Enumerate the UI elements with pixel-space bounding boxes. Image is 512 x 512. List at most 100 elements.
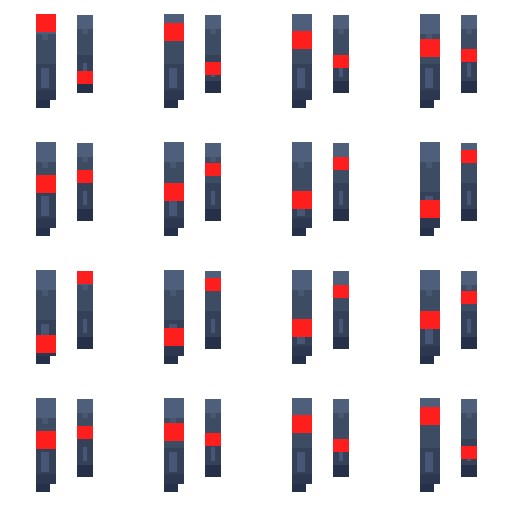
pillar-base bbox=[461, 337, 477, 349]
large-pillar-highlight bbox=[36, 14, 56, 32]
large-pillar-sprite bbox=[420, 398, 440, 492]
pillar-body-lower bbox=[36, 90, 56, 100]
small-pillar-highlight bbox=[333, 55, 349, 69]
pillar-notch bbox=[338, 29, 344, 34]
pillar-body-lower bbox=[36, 218, 56, 228]
pillar-cap bbox=[333, 399, 349, 413]
pillar-inner-detail bbox=[83, 447, 87, 461]
small-pillar-highlight bbox=[461, 445, 477, 459]
small-pillar-sprite bbox=[333, 399, 349, 477]
pillar-base bbox=[164, 356, 178, 364]
pillar-body-upper bbox=[164, 34, 184, 64]
large-pillar-sprite bbox=[36, 398, 56, 492]
large-pillar-highlight bbox=[420, 407, 440, 426]
pillar-body-upper bbox=[164, 290, 184, 320]
pillar-cap bbox=[333, 143, 349, 157]
pillar-inner-detail bbox=[169, 452, 177, 472]
pillar-cap bbox=[77, 399, 93, 413]
pillar-cap bbox=[164, 270, 184, 290]
pillar-cap bbox=[461, 15, 477, 29]
large-pillar-sprite bbox=[164, 142, 184, 236]
pillar-notch bbox=[170, 290, 176, 296]
large-pillar-sprite bbox=[164, 398, 184, 492]
small-pillar-highlight bbox=[77, 70, 93, 84]
large-pillar-highlight bbox=[292, 30, 312, 49]
pillar-notch bbox=[426, 290, 432, 296]
sprite-frame bbox=[128, 384, 256, 512]
small-pillar-sprite bbox=[461, 271, 477, 349]
pillar-body-upper bbox=[77, 285, 93, 311]
pillar-body-upper bbox=[36, 290, 56, 320]
sprite-frame bbox=[384, 384, 512, 512]
sprite-frame bbox=[0, 128, 128, 256]
large-pillar-highlight bbox=[420, 39, 440, 58]
pillar-notch bbox=[426, 34, 432, 40]
pillar-inner-detail bbox=[41, 452, 49, 472]
pillar-base bbox=[292, 484, 306, 492]
small-pillar-sprite bbox=[333, 15, 349, 93]
large-pillar-highlight bbox=[36, 431, 56, 450]
pillar-body-lower bbox=[36, 474, 56, 484]
pillar-body-lower bbox=[292, 346, 312, 356]
pillar-inner-detail bbox=[169, 68, 177, 88]
pillar-inner-detail bbox=[467, 63, 471, 77]
pillar-body-lower bbox=[292, 218, 312, 228]
pillar-body-lower bbox=[420, 218, 440, 228]
large-pillar-sprite bbox=[164, 14, 184, 108]
pillar-inner-detail bbox=[297, 452, 305, 472]
large-pillar-highlight bbox=[292, 319, 312, 338]
pillar-notch bbox=[298, 290, 304, 296]
small-pillar-sprite bbox=[205, 143, 221, 221]
pillar-notch bbox=[82, 29, 88, 34]
sprite-frame bbox=[0, 256, 128, 384]
large-pillar-sprite bbox=[36, 142, 56, 236]
small-pillar-highlight bbox=[461, 149, 477, 163]
pillar-inner-detail bbox=[339, 319, 343, 333]
large-pillar-sprite bbox=[36, 270, 56, 364]
pillar-base bbox=[461, 465, 477, 477]
large-pillar-highlight bbox=[36, 175, 56, 194]
pillar-notch bbox=[338, 413, 344, 418]
pillar-base bbox=[77, 337, 93, 349]
sprite-frame bbox=[256, 256, 384, 384]
pillar-inner-detail bbox=[297, 68, 305, 88]
pillar-body-upper bbox=[333, 29, 349, 55]
pillar-notch bbox=[426, 162, 432, 168]
pillar-body-upper bbox=[292, 162, 312, 192]
pillar-base bbox=[333, 209, 349, 221]
pillar-inner-detail bbox=[467, 191, 471, 205]
pillar-base bbox=[77, 465, 93, 477]
pillar-base bbox=[333, 81, 349, 93]
small-pillar-highlight bbox=[77, 425, 93, 439]
pillar-body-upper bbox=[333, 413, 349, 439]
large-pillar-sprite bbox=[292, 270, 312, 364]
large-pillar-highlight bbox=[164, 423, 184, 442]
pillar-body-upper bbox=[36, 34, 56, 64]
pillar-notch bbox=[298, 162, 304, 168]
large-pillar-highlight bbox=[292, 414, 312, 433]
pillar-inner-detail bbox=[425, 324, 433, 344]
pillar-cap bbox=[292, 142, 312, 162]
pillar-body-upper bbox=[205, 285, 221, 311]
large-pillar-highlight bbox=[420, 311, 440, 329]
pillar-base bbox=[164, 484, 178, 492]
sprite-frame bbox=[256, 128, 384, 256]
pillar-body-lower bbox=[164, 90, 184, 100]
pillar-notch bbox=[170, 162, 176, 168]
sprite-frame bbox=[128, 0, 256, 128]
pillar-cap bbox=[420, 142, 440, 162]
pillar-cap bbox=[292, 14, 312, 34]
pillar-notch bbox=[82, 285, 88, 290]
pillar-body-lower bbox=[164, 346, 184, 356]
pillar-cap bbox=[292, 398, 312, 418]
pillar-inner-detail bbox=[41, 196, 49, 216]
small-pillar-sprite bbox=[461, 143, 477, 221]
sprite-frame bbox=[0, 0, 128, 128]
pillar-base bbox=[420, 228, 434, 236]
pillar-base bbox=[164, 100, 178, 108]
large-pillar-sprite bbox=[292, 142, 312, 236]
pillar-cap bbox=[333, 271, 349, 285]
pillar-base bbox=[36, 484, 50, 492]
small-pillar-highlight bbox=[205, 163, 221, 177]
